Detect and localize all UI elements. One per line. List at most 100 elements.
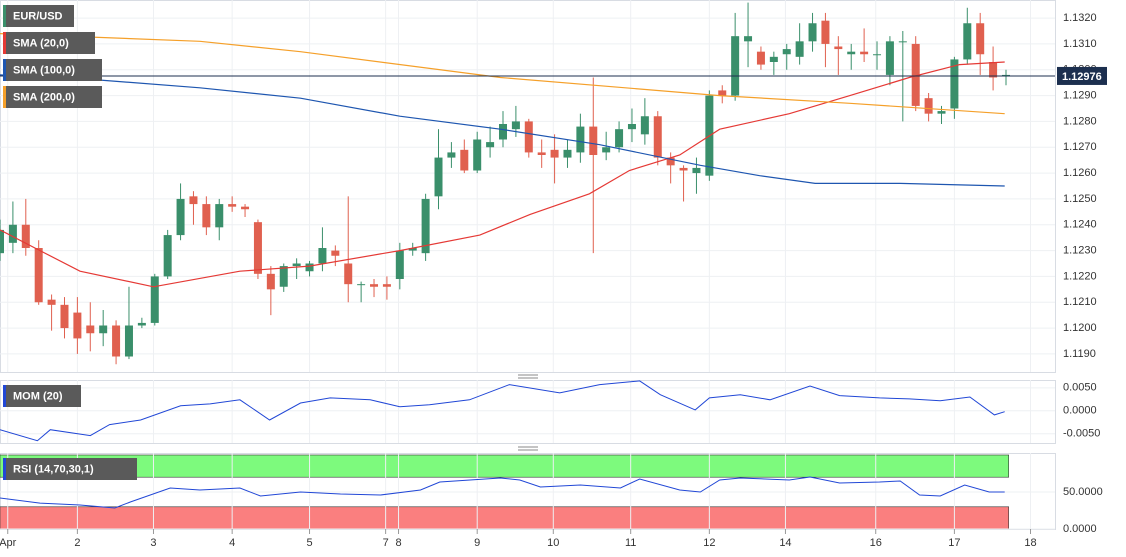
y-tick-label: 1.1240: [1063, 219, 1097, 231]
legend-label: RSI (14,70,30,1): [13, 463, 94, 475]
candle-body: [808, 23, 817, 42]
candle-body: [602, 147, 611, 153]
y-tick-label: 0.0000: [1063, 405, 1097, 417]
candle-body: [821, 20, 830, 44]
candle-body: [679, 167, 688, 171]
legend-label: SMA (200,0): [13, 91, 75, 103]
candle-body: [731, 36, 740, 96]
candle-body: [640, 116, 649, 135]
x-tick-label: 3: [150, 537, 156, 549]
candle-body: [447, 152, 456, 158]
candle-body: [885, 41, 894, 75]
y-tick-label: 1.1230: [1063, 244, 1097, 256]
candle-body: [976, 23, 985, 55]
candle-body: [60, 304, 69, 329]
y-tick-label: 1.1210: [1063, 296, 1097, 308]
candle-body: [653, 116, 662, 158]
legend-swatch: [3, 59, 6, 81]
panel: [0, 380, 1056, 444]
candle-body: [21, 224, 30, 248]
candle-body: [627, 124, 636, 130]
candle-body: [911, 43, 920, 106]
candle-body: [86, 325, 95, 334]
candle-body: [279, 266, 288, 287]
candle-body: [370, 284, 379, 287]
candle-body: [744, 36, 753, 42]
legend-box: [3, 86, 102, 108]
last-price-box: [1057, 66, 1107, 85]
candle-body: [756, 51, 765, 65]
y-tick-label: 1.1280: [1063, 115, 1097, 127]
candle-body: [8, 224, 17, 243]
legend-box: [3, 385, 81, 407]
candle-body: [0, 229, 4, 254]
y-tick-label: -0.0050: [1063, 428, 1100, 440]
candle-body: [421, 198, 430, 254]
y-tick-label: 1.1270: [1063, 141, 1097, 153]
legend-label: SMA (100,0): [13, 64, 75, 76]
candle-body: [847, 51, 856, 55]
candle-body: [344, 263, 353, 285]
legend-box: [3, 458, 137, 480]
candle-body: [34, 248, 43, 303]
candle-body: [873, 54, 882, 56]
candle-body: [1001, 74, 1010, 76]
legend-swatch: [3, 458, 6, 480]
candle-body: [576, 126, 585, 153]
candle-body: [124, 325, 133, 357]
candle-body: [550, 149, 559, 158]
candle-body: [408, 248, 417, 251]
x-tick-label: 16: [870, 537, 882, 549]
candle-body: [718, 90, 727, 96]
candle-body: [202, 204, 211, 228]
candle-body: [357, 284, 366, 286]
candle-body: [382, 284, 391, 287]
legend-label: EUR/USD: [13, 10, 63, 22]
y-tick-label: 1.1220: [1063, 270, 1097, 282]
candle-body: [189, 196, 198, 205]
y-tick-label: 0.0000: [1063, 523, 1097, 535]
candle-body: [253, 222, 262, 274]
y-tick-label: 50.0000: [1063, 486, 1103, 498]
candle-body: [615, 129, 624, 148]
x-tick-label: 7: [383, 537, 389, 549]
candle-body: [137, 322, 146, 326]
sma-line: [0, 74, 1005, 187]
indicator-line: [0, 476, 1005, 509]
candle-body: [486, 142, 495, 148]
y-tick-label: 1.1260: [1063, 167, 1097, 179]
candle-body: [782, 49, 791, 55]
panel-grip: [518, 374, 538, 451]
candle-body: [989, 62, 998, 78]
legend-box: [3, 59, 102, 81]
y-tick-label: 1.1290: [1063, 89, 1097, 101]
x-tick-label: 11: [625, 537, 636, 549]
candle-body: [266, 273, 275, 290]
candle-body: [112, 325, 121, 357]
sma-line: [0, 33, 1005, 115]
legend-swatch: [3, 86, 6, 108]
candle-body: [563, 149, 572, 158]
candle-body: [228, 204, 237, 207]
last-price-label: 1.12976: [1062, 71, 1102, 83]
candle-body: [511, 121, 520, 130]
legend-label: SMA (20,0): [13, 37, 69, 49]
x-tick-label: 12: [703, 537, 715, 549]
candle-body: [524, 121, 533, 153]
x-tick-label: 8: [395, 537, 401, 549]
x-tick-label: 14: [779, 537, 791, 549]
band: [0, 454, 1010, 478]
candle-body: [434, 157, 443, 197]
x-tick-label: 4: [229, 537, 235, 549]
x-tick-label: Apr: [0, 537, 17, 549]
y-tick-label: 0.0050: [1063, 382, 1097, 394]
candle-body: [950, 59, 959, 109]
x-tick-label: 5: [306, 537, 312, 549]
x-tick-label: 10: [547, 537, 559, 549]
candle-body: [318, 248, 327, 264]
candle-body: [537, 152, 546, 155]
band: [0, 506, 1010, 530]
y-tick-label: 1.1190: [1063, 348, 1096, 360]
y-tick-label: 1.1320: [1063, 12, 1097, 24]
